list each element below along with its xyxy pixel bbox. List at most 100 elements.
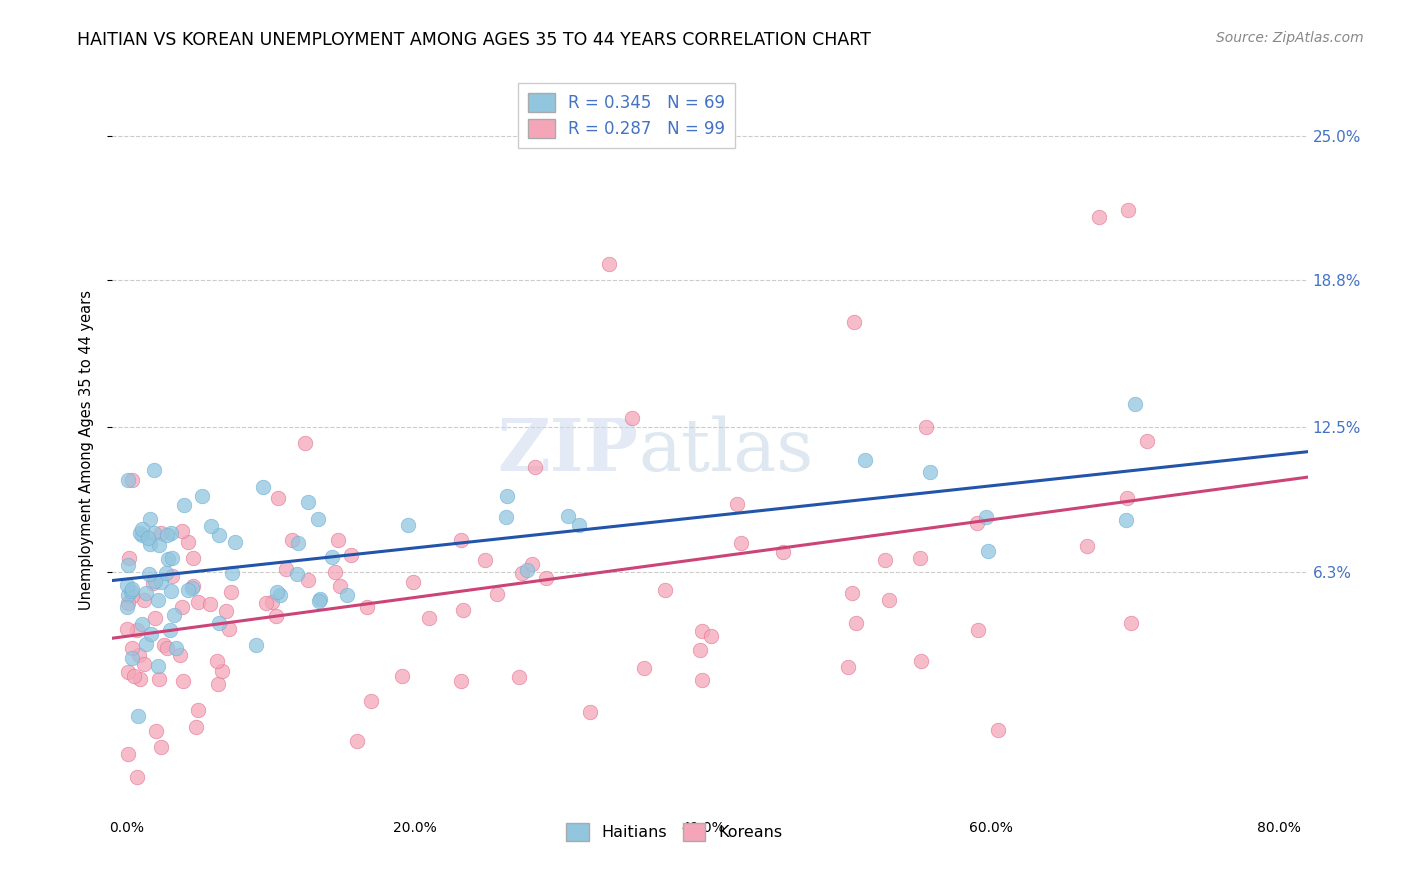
Point — [191, 489, 214, 503]
Text: HAITIAN VS KOREAN UNEMPLOYMENT AMONG AGES 35 TO 44 YEARS CORRELATION CHART: HAITIAN VS KOREAN UNEMPLOYMENT AMONG AGE… — [77, 31, 872, 49]
Point — [877, 592, 900, 607]
Point — [523, 460, 546, 475]
Point — [336, 588, 359, 602]
Point — [127, 709, 149, 723]
Y-axis label: Unemployment Among Ages 35 to 44 years: Unemployment Among Ages 35 to 44 years — [79, 291, 94, 610]
Point — [842, 315, 865, 329]
Point — [117, 473, 139, 487]
Point — [148, 658, 170, 673]
Point — [321, 549, 343, 564]
Point — [245, 638, 267, 652]
Point — [142, 526, 165, 541]
Point — [153, 638, 176, 652]
Point — [205, 655, 228, 669]
Point — [219, 585, 242, 599]
Point — [143, 463, 166, 477]
Point — [142, 576, 165, 591]
Point — [297, 573, 319, 587]
Point — [181, 551, 204, 566]
Point — [360, 694, 382, 708]
Point — [139, 512, 162, 526]
Point — [139, 626, 162, 640]
Point — [451, 603, 474, 617]
Point — [131, 617, 153, 632]
Point — [340, 549, 363, 563]
Point — [910, 654, 932, 668]
Point — [307, 512, 329, 526]
Point — [1088, 211, 1111, 225]
Point — [474, 553, 496, 567]
Point — [156, 551, 179, 566]
Point — [149, 575, 172, 590]
Point — [269, 588, 291, 602]
Point — [267, 491, 290, 505]
Point — [725, 497, 748, 511]
Point — [187, 595, 209, 609]
Point — [853, 453, 876, 467]
Point — [131, 522, 153, 536]
Point — [160, 583, 183, 598]
Point — [200, 518, 222, 533]
Point — [117, 747, 139, 762]
Point — [128, 648, 150, 662]
Point — [966, 516, 988, 530]
Point — [1136, 434, 1159, 448]
Point — [1076, 539, 1098, 553]
Point — [346, 734, 368, 748]
Point — [260, 595, 283, 609]
Text: ZIP: ZIP — [498, 415, 638, 486]
Point — [187, 703, 209, 717]
Point — [215, 604, 238, 618]
Point — [135, 586, 157, 600]
Point — [117, 558, 139, 573]
Text: Source: ZipAtlas.com: Source: ZipAtlas.com — [1216, 31, 1364, 45]
Point — [156, 528, 179, 542]
Point — [148, 593, 170, 607]
Point — [974, 509, 997, 524]
Point — [1123, 397, 1146, 411]
Point — [873, 553, 896, 567]
Point — [218, 622, 240, 636]
Point — [184, 720, 207, 734]
Point — [149, 525, 172, 540]
Point — [138, 566, 160, 581]
Point — [266, 608, 288, 623]
Point — [323, 565, 346, 579]
Point — [700, 629, 723, 643]
Point — [450, 533, 472, 548]
Point — [125, 770, 148, 784]
Point — [254, 597, 277, 611]
Point — [297, 495, 319, 509]
Point — [510, 566, 533, 581]
Point — [276, 562, 298, 576]
Point — [122, 669, 145, 683]
Point — [143, 574, 166, 588]
Point — [208, 615, 231, 630]
Point — [145, 724, 167, 739]
Point — [117, 596, 139, 610]
Point — [208, 528, 231, 542]
Point — [169, 648, 191, 663]
Point — [841, 586, 863, 600]
Point — [121, 650, 143, 665]
Point — [285, 566, 308, 581]
Point — [172, 524, 194, 538]
Point — [172, 600, 194, 615]
Point — [172, 673, 194, 688]
Point — [160, 551, 183, 566]
Point — [918, 465, 941, 479]
Point — [121, 589, 143, 603]
Point — [181, 579, 204, 593]
Point — [177, 583, 200, 598]
Point — [127, 624, 149, 638]
Point — [159, 526, 181, 541]
Point — [308, 593, 330, 607]
Point — [266, 585, 288, 599]
Point — [294, 436, 316, 450]
Point — [117, 623, 139, 637]
Point — [136, 532, 159, 546]
Point — [129, 525, 152, 540]
Point — [692, 673, 714, 688]
Point — [689, 642, 711, 657]
Point — [557, 509, 579, 524]
